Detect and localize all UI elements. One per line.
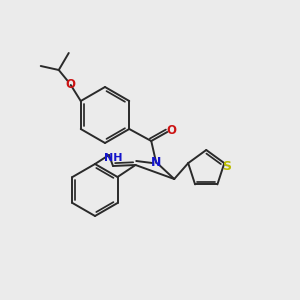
Text: N: N — [151, 157, 161, 169]
Text: NH: NH — [104, 153, 122, 163]
Text: S: S — [222, 160, 231, 172]
Text: O: O — [166, 124, 176, 137]
Text: O: O — [66, 79, 76, 92]
